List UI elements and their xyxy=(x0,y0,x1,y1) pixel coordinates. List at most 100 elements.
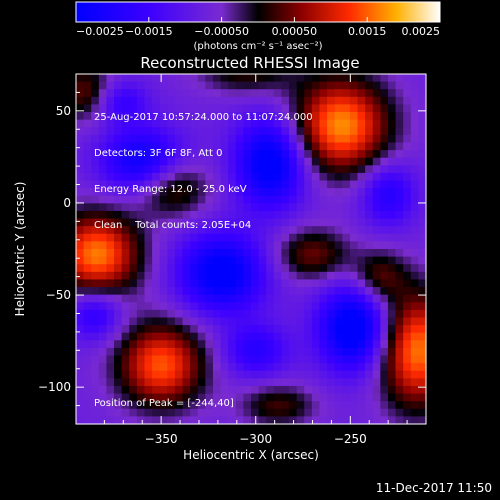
heatmap-cell xyxy=(121,332,130,341)
heatmap-cell xyxy=(327,302,336,311)
heatmap-cell xyxy=(327,271,336,281)
heatmap-cell xyxy=(418,347,427,357)
heatmap-cell xyxy=(418,340,427,349)
heatmap-cell xyxy=(327,127,336,136)
heatmap-cell xyxy=(91,317,100,326)
heatmap-cell xyxy=(167,249,176,258)
heatmap-cell xyxy=(365,385,374,395)
heatmap-cell xyxy=(136,81,146,90)
heatmap-cell xyxy=(152,401,161,410)
heatmap-cell xyxy=(212,142,222,151)
heatmap-cell xyxy=(410,249,419,258)
heatmap-cell xyxy=(304,157,313,166)
heatmap-cell xyxy=(349,96,359,106)
heatmap-cell xyxy=(114,157,123,166)
heatmap-cell xyxy=(327,165,336,174)
heatmap-cell xyxy=(121,408,130,417)
heatmap-cell xyxy=(296,340,305,349)
heatmap-cell xyxy=(273,119,283,128)
heatmap-cell xyxy=(334,157,343,166)
heatmap-cell xyxy=(403,279,412,288)
heatmap-cell xyxy=(190,104,199,113)
annotation-peak: Position of Peak = [-244,40] xyxy=(94,398,234,409)
heatmap-cell xyxy=(129,309,138,319)
heatmap-cell xyxy=(114,279,123,288)
heatmap-cell xyxy=(190,378,199,387)
heatmap-cell xyxy=(212,96,222,106)
heatmap-cell xyxy=(296,264,305,273)
heatmap-cell xyxy=(334,81,343,90)
heatmap-cell xyxy=(266,112,275,121)
heatmap-cell xyxy=(418,287,427,296)
heatmap-cell xyxy=(83,74,92,83)
heatmap-cell xyxy=(342,393,351,402)
heatmap-cell xyxy=(76,203,85,212)
heatmap-cell xyxy=(311,340,321,349)
heatmap-cell xyxy=(380,347,389,357)
heatmap-cell xyxy=(220,134,229,144)
heatmap-cell xyxy=(258,96,267,106)
heatmap-cell xyxy=(319,218,328,227)
heatmap-cell xyxy=(311,416,321,425)
heatmap-cell xyxy=(174,249,184,258)
heatmap-cell xyxy=(76,127,85,136)
heatmap-cell xyxy=(357,355,366,364)
heatmap-cell xyxy=(281,264,290,273)
heatmap-cell xyxy=(98,408,108,417)
heatmap-cell xyxy=(380,142,389,151)
heatmap-cell xyxy=(258,203,267,212)
heatmap-cell xyxy=(410,401,419,410)
heatmap-cell xyxy=(380,241,389,250)
heatmap-cell xyxy=(167,188,176,197)
heatmap-cell xyxy=(395,249,404,258)
heatmap-cell xyxy=(357,218,366,227)
heatmap-cell xyxy=(342,165,351,174)
heatmap-cell xyxy=(342,96,351,106)
heatmap-cell xyxy=(190,150,199,159)
heatmap-cell xyxy=(289,325,298,334)
heatmap-cell xyxy=(387,340,397,349)
heatmap-cell xyxy=(235,134,244,144)
heatmap-cell xyxy=(83,355,92,364)
heatmap-cell xyxy=(418,96,427,106)
heatmap-cell xyxy=(197,385,206,395)
heatmap-cell xyxy=(410,218,419,227)
heatmap-cell xyxy=(106,378,115,387)
heatmap-cell xyxy=(190,385,199,395)
heatmap-cell xyxy=(152,408,161,417)
heatmap-cell xyxy=(289,401,298,410)
heatmap-cell xyxy=(387,294,397,303)
heatmap-cell xyxy=(304,264,313,273)
heatmap-cell xyxy=(174,340,184,349)
heatmap-cell xyxy=(357,340,366,349)
annotation-block: 25-Aug-2017 10:57:24.000 to 11:07:24.000… xyxy=(94,88,313,244)
heatmap-cell xyxy=(76,408,85,417)
heatmap-cell xyxy=(342,74,351,83)
heatmap-cell xyxy=(258,134,267,144)
heatmap-cell xyxy=(357,96,366,106)
heatmap-cell xyxy=(334,112,343,121)
heatmap-cell xyxy=(289,157,298,166)
heatmap-cell xyxy=(98,218,108,227)
heatmap-cell xyxy=(114,264,123,273)
heatmap-cell xyxy=(197,363,206,372)
heatmap-cell xyxy=(228,264,237,273)
heatmap-cell xyxy=(205,302,214,311)
heatmap-cell xyxy=(281,188,290,197)
heatmap-cell xyxy=(136,325,146,334)
heatmap-cell xyxy=(205,416,214,425)
heatmap-cell xyxy=(349,347,359,357)
heatmap-cell xyxy=(243,416,252,425)
heatmap-cell xyxy=(365,271,374,281)
heatmap-cell xyxy=(106,172,115,182)
heatmap-cell xyxy=(380,393,389,402)
heatmap-cell xyxy=(418,119,427,128)
heatmap-cell xyxy=(174,96,184,106)
heatmap-cell xyxy=(190,279,199,288)
heatmap-cell xyxy=(410,119,419,128)
heatmap-cell xyxy=(273,355,283,364)
heatmap-cell xyxy=(304,127,313,136)
heatmap-cell xyxy=(327,74,336,83)
heatmap-cell xyxy=(121,195,130,204)
heatmap-cell xyxy=(380,256,389,265)
